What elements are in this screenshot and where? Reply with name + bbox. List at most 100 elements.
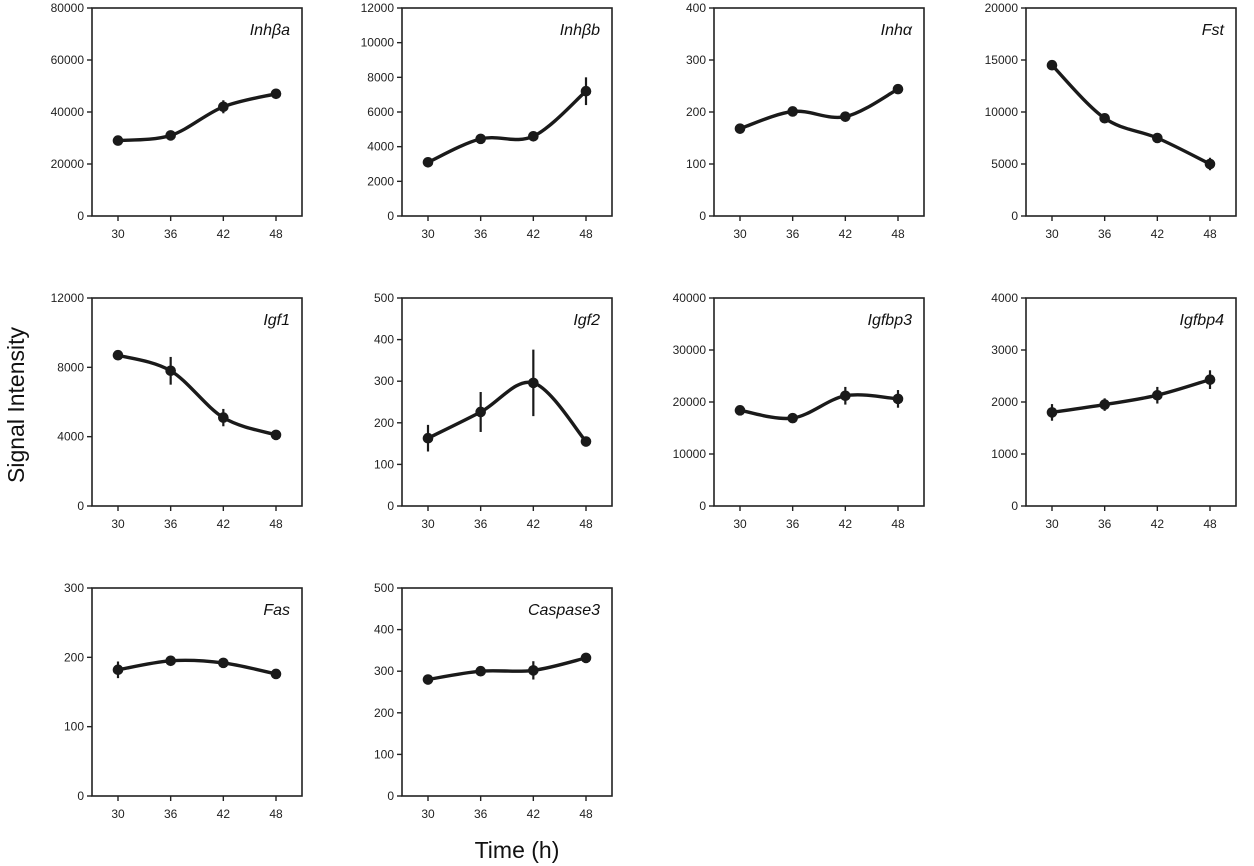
x-tick-label: 42 [839,517,853,531]
data-point [840,390,851,402]
data-point [734,123,746,134]
panel-title: Inhβb [560,22,600,39]
data-point [1046,59,1058,71]
data-point [580,85,592,97]
y-tick-label: 15000 [985,53,1019,67]
x-tick-label: 42 [527,807,541,821]
x-tick-label: 48 [579,227,593,241]
data-point [165,655,176,667]
y-tick-label: 0 [387,789,394,803]
x-tick-label: 30 [111,807,125,821]
y-tick-label: 0 [699,209,706,223]
y-tick-label: 100 [64,720,84,734]
y-tick-label: 500 [374,291,394,305]
y-tick-label: 4000 [57,430,84,444]
y-tick-label: 200 [64,650,84,664]
data-point [734,405,746,416]
x-tick-label: 30 [1045,517,1059,531]
y-tick-label: 10000 [673,447,707,461]
plot-frame [1025,7,1237,217]
x-tick-label: 48 [269,517,283,531]
data-point [112,349,124,361]
y-tick-label: 20000 [985,1,1019,15]
y-tick-label: 8000 [367,70,394,84]
y-tick-label: 0 [387,499,394,513]
y-tick-label: 100 [374,457,394,471]
y-tick-label: 10000 [985,105,1019,119]
data-point [528,665,539,676]
data-point [475,133,486,145]
y-tick-label: 30000 [673,343,707,357]
y-tick-label: 8000 [57,360,84,374]
data-point [580,436,592,447]
series-line-igfbp3 [738,393,900,421]
series-line-igf1 [116,353,278,437]
data-point [112,135,124,146]
x-tick-label: 42 [217,517,231,531]
x-tick-label: 30 [421,227,435,241]
x-tick-label: 36 [474,807,488,821]
data-point [270,429,282,441]
data-point [892,83,904,95]
data-point [528,377,539,389]
x-tick-label: 48 [1203,517,1217,531]
data-point [1152,132,1163,144]
panel-3: 0 100 200 300 400 30 36 42 48 Inhα [686,1,925,241]
data-point [165,130,176,141]
panel-8: 0 1000 2000 3000 4000 30 36 42 48 Igfbp4 [991,291,1237,531]
x-tick-label: 30 [111,227,125,241]
panel-4: 0 5000 10000 15000 20000 30 36 42 48 Fst [985,1,1237,241]
x-tick-label: 30 [421,807,435,821]
y-axis-label: Signal Intensity [3,327,29,483]
y-tick-label: 1000 [991,447,1018,461]
panel-title: Igfbp3 [868,312,913,329]
series-line-inh-b [426,89,588,164]
series-line-caspase3 [426,656,588,682]
y-tick-label: 200 [686,105,706,119]
y-tick-label: 4000 [367,140,394,154]
data-point [475,406,486,418]
x-tick-label: 48 [269,227,283,241]
x-tick-label: 42 [527,517,541,531]
panel-title: Igf2 [573,312,600,329]
x-tick-label: 30 [733,517,747,531]
panel-title: Inhα [881,22,913,39]
y-tick-label: 20000 [51,157,85,171]
y-tick-label: 200 [374,416,394,430]
data-point [270,668,282,680]
x-axis-label: Time (h) [475,837,560,863]
y-tick-label: 40000 [51,105,85,119]
series-line-igf2 [426,380,588,444]
y-tick-label: 10000 [361,36,395,50]
data-point [1099,112,1110,124]
data-point [270,88,282,100]
data-point [787,106,798,117]
data-point [475,665,486,677]
y-tick-label: 0 [77,209,84,223]
x-tick-label: 30 [1045,227,1059,241]
y-tick-label: 0 [1011,209,1018,223]
x-tick-label: 30 [111,517,125,531]
x-tick-label: 36 [164,227,178,241]
x-tick-label: 42 [217,227,231,241]
x-tick-label: 42 [217,807,231,821]
series-line-igfbp4 [1050,377,1212,415]
panel-title: Igfbp4 [1180,312,1225,329]
data-point [840,111,851,122]
y-tick-label: 300 [374,664,394,678]
x-tick-label: 36 [474,517,488,531]
data-point [1204,374,1216,385]
data-point [892,393,904,405]
x-tick-label: 36 [1098,517,1112,531]
plot-frame [91,7,303,217]
panel-6: 0 100 200 300 400 500 30 36 42 48 Igf2 [374,291,613,531]
panel-title: Fst [1202,22,1225,39]
x-tick-label: 36 [786,517,800,531]
x-tick-label: 42 [839,227,853,241]
y-tick-label: 300 [374,374,394,388]
y-tick-label: 500 [374,581,394,595]
data-point [422,156,434,168]
data-point [422,674,434,685]
y-tick-label: 4000 [991,291,1018,305]
x-tick-label: 30 [421,517,435,531]
